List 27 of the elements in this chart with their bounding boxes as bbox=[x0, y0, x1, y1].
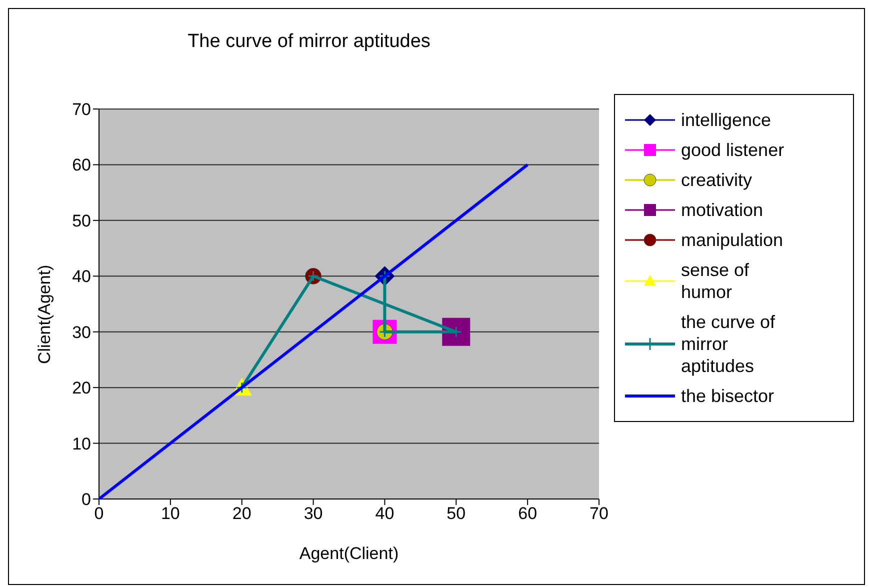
chart-title: The curve of mirror aptitudes bbox=[186, 31, 432, 53]
legend-label: motivation bbox=[681, 199, 764, 221]
x-tick-label: 30 bbox=[304, 504, 323, 524]
y-tick-label: 70 bbox=[72, 100, 91, 120]
y-axis-title: Client(Agent) bbox=[35, 264, 54, 364]
y-tick-label: 50 bbox=[72, 211, 91, 230]
y-tick-label: 20 bbox=[72, 378, 91, 398]
x-tick-label: 10 bbox=[160, 504, 180, 524]
x-tick-label: 50 bbox=[446, 504, 466, 524]
x-tick-label: 20 bbox=[232, 504, 252, 524]
legend-label: intelligence bbox=[681, 109, 772, 131]
x-tick-label: 0 bbox=[94, 504, 104, 524]
y-tick-label: 60 bbox=[72, 156, 91, 175]
y-tick-label: 30 bbox=[72, 322, 91, 342]
x-tick-label: 70 bbox=[590, 504, 608, 524]
y-tick-label: 40 bbox=[72, 267, 91, 286]
legend-label: good listener bbox=[681, 139, 786, 161]
y-tick-label: 10 bbox=[72, 434, 91, 454]
x-axis-title: Agent(Client) bbox=[299, 544, 399, 563]
legend-label: creativity bbox=[681, 169, 754, 191]
legend-label: manipulation bbox=[681, 229, 784, 251]
legend-label: sense of humor bbox=[681, 259, 750, 303]
legend-label: the bisector bbox=[681, 385, 776, 407]
y-tick-label: 0 bbox=[82, 490, 91, 510]
x-tick-label: 60 bbox=[518, 504, 538, 524]
x-tick-label: 40 bbox=[375, 504, 394, 524]
legend-label: the curve of mirror aptitudes bbox=[681, 311, 776, 377]
